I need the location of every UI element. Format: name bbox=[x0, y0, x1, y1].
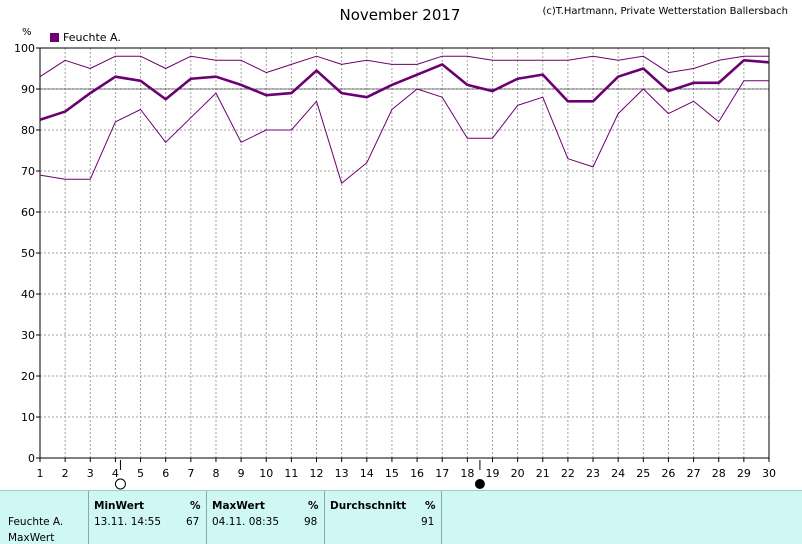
max-value: 98 bbox=[304, 516, 318, 528]
x-tick-label: 27 bbox=[687, 467, 701, 480]
moon-phase-markers bbox=[114, 460, 485, 490]
plot-frame bbox=[39, 47, 770, 459]
chart-legend: Feuchte A. bbox=[50, 31, 121, 44]
series-line-min bbox=[39, 80, 769, 184]
max-unit: % bbox=[308, 500, 319, 512]
y-tick-label: 90 bbox=[21, 83, 35, 96]
x-tick-label: 10 bbox=[259, 467, 273, 480]
x-tick-label: 9 bbox=[238, 467, 245, 480]
x-tick-label: 25 bbox=[636, 467, 650, 480]
x-tick-label: 15 bbox=[385, 467, 399, 480]
y-tick-label: 100 bbox=[14, 42, 35, 55]
x-tick-label: 14 bbox=[360, 467, 374, 480]
x-tick-label: 5 bbox=[137, 467, 144, 480]
y-tick-label: 70 bbox=[21, 165, 35, 178]
avg-unit: % bbox=[425, 500, 436, 512]
new-moon-icon bbox=[474, 479, 485, 489]
x-tick-label: 6 bbox=[162, 467, 169, 480]
x-tick-label: 30 bbox=[762, 467, 776, 480]
table-row-label: Feuchte A. bbox=[8, 516, 64, 528]
x-tick-label: 13 bbox=[335, 467, 349, 480]
x-tick-label: 29 bbox=[737, 467, 751, 480]
y-tick-label: 40 bbox=[21, 288, 35, 301]
chart-series bbox=[39, 55, 770, 184]
min-header: MinWert bbox=[94, 500, 145, 512]
max-header: MaxWert bbox=[212, 500, 265, 512]
min-time: 13.11. 14:55 bbox=[94, 516, 161, 528]
x-tick-label: 7 bbox=[187, 467, 194, 480]
x-tick-label: 1 bbox=[37, 467, 44, 480]
x-tick-label: 8 bbox=[212, 467, 219, 480]
chart-title: November 2017 bbox=[339, 6, 461, 24]
legend-label: Feuchte A. bbox=[63, 31, 121, 44]
summary-table: Feuchte A. MaxWert MinWert % 13.11. 14:5… bbox=[0, 490, 802, 544]
x-tick-label: 17 bbox=[435, 467, 449, 480]
x-tick-label: 28 bbox=[712, 467, 726, 480]
y-tick-label: 30 bbox=[21, 329, 35, 342]
y-tick-label: 20 bbox=[21, 370, 35, 383]
y-tick-label: 50 bbox=[21, 247, 35, 260]
y-tick-label: 60 bbox=[21, 206, 35, 219]
x-tick-label: 11 bbox=[284, 467, 298, 480]
credit-text: (c)T.Hartmann, Private Wetterstation Bal… bbox=[542, 6, 788, 17]
x-tick-label: 12 bbox=[310, 467, 324, 480]
y-tick-label: 0 bbox=[28, 452, 35, 465]
x-tick-label: 26 bbox=[661, 467, 675, 480]
full-moon-icon bbox=[114, 478, 126, 490]
max-time: 04.11. 08:35 bbox=[212, 516, 279, 528]
x-tick-label: 23 bbox=[586, 467, 600, 480]
x-tick-label: 19 bbox=[485, 467, 499, 480]
min-unit: % bbox=[190, 500, 201, 512]
series-line-max bbox=[39, 55, 769, 78]
table-divider bbox=[206, 491, 207, 544]
x-tick-label: 3 bbox=[87, 467, 94, 480]
table-divider bbox=[324, 491, 325, 544]
x-tick-label: 2 bbox=[62, 467, 69, 480]
series-line-avg bbox=[39, 58, 770, 121]
x-tick-label: 22 bbox=[561, 467, 575, 480]
x-tick-label: 16 bbox=[410, 467, 424, 480]
legend-swatch bbox=[50, 33, 59, 42]
chart-grid bbox=[40, 47, 769, 458]
min-value: 67 bbox=[186, 516, 200, 528]
avg-value: 91 bbox=[421, 516, 435, 528]
avg-header: Durchschnitt bbox=[330, 500, 407, 512]
x-tick-label: 20 bbox=[511, 467, 525, 480]
x-tick-label: 18 bbox=[460, 467, 474, 480]
table-divider bbox=[88, 491, 89, 544]
table-divider bbox=[441, 491, 442, 544]
x-tick-label: 21 bbox=[536, 467, 550, 480]
y-tick-label: 80 bbox=[21, 124, 35, 137]
chart-axes bbox=[36, 47, 770, 462]
table-row-label-2: MaxWert bbox=[8, 532, 55, 544]
y-tick-label: 10 bbox=[21, 411, 35, 424]
x-tick-label: 24 bbox=[611, 467, 625, 480]
x-tick-label: 4 bbox=[112, 467, 119, 480]
y-axis-unit: % bbox=[22, 27, 32, 38]
